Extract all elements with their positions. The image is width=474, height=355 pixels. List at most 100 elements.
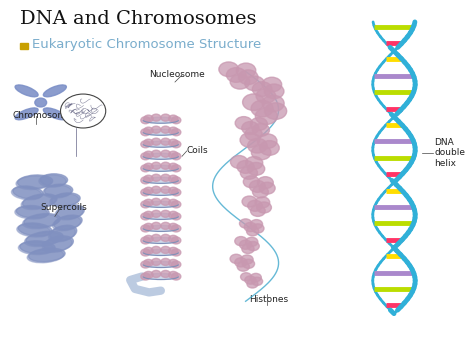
Circle shape (172, 213, 181, 220)
Circle shape (141, 165, 150, 172)
Ellipse shape (55, 206, 83, 220)
Ellipse shape (54, 215, 82, 230)
Text: Histones: Histones (250, 295, 289, 304)
Circle shape (251, 100, 273, 117)
Ellipse shape (17, 224, 51, 237)
Ellipse shape (13, 186, 43, 199)
Circle shape (247, 163, 265, 175)
Circle shape (151, 222, 161, 229)
Circle shape (161, 258, 170, 266)
Circle shape (151, 174, 161, 181)
Circle shape (161, 210, 170, 217)
Circle shape (144, 151, 153, 158)
Circle shape (141, 177, 150, 184)
Circle shape (141, 129, 150, 136)
Ellipse shape (28, 248, 65, 262)
Circle shape (239, 240, 252, 249)
Ellipse shape (16, 206, 49, 218)
Circle shape (161, 186, 170, 193)
Circle shape (151, 271, 161, 278)
Circle shape (144, 175, 153, 182)
Circle shape (144, 247, 153, 255)
Circle shape (241, 255, 253, 264)
Circle shape (242, 121, 259, 135)
Circle shape (141, 213, 150, 220)
Circle shape (264, 84, 284, 99)
Circle shape (169, 163, 178, 170)
Ellipse shape (143, 165, 179, 171)
Circle shape (141, 225, 150, 232)
Ellipse shape (39, 175, 66, 187)
Circle shape (238, 70, 258, 84)
Circle shape (255, 108, 277, 125)
Circle shape (172, 201, 181, 208)
Circle shape (235, 258, 247, 267)
Circle shape (141, 189, 150, 196)
Circle shape (242, 259, 255, 268)
Circle shape (237, 160, 254, 173)
Circle shape (242, 244, 254, 253)
Text: Eukaryotic Chromosome Structure: Eukaryotic Chromosome Structure (32, 38, 261, 51)
Ellipse shape (143, 129, 179, 135)
Circle shape (151, 150, 161, 157)
Circle shape (251, 205, 265, 217)
Ellipse shape (48, 226, 75, 242)
Circle shape (259, 182, 275, 194)
Circle shape (255, 197, 270, 208)
Circle shape (144, 211, 153, 218)
Circle shape (172, 117, 181, 124)
Circle shape (151, 210, 161, 217)
Circle shape (250, 220, 263, 229)
Circle shape (151, 246, 161, 253)
Circle shape (247, 280, 258, 288)
Ellipse shape (143, 153, 179, 159)
Circle shape (245, 76, 264, 91)
Ellipse shape (143, 201, 179, 207)
Circle shape (262, 77, 282, 92)
Circle shape (161, 246, 170, 253)
Circle shape (235, 236, 247, 246)
Text: DNA
double
helix: DNA double helix (434, 138, 465, 168)
Circle shape (161, 271, 170, 278)
Circle shape (256, 88, 276, 103)
Circle shape (262, 95, 284, 112)
Circle shape (144, 187, 153, 194)
Circle shape (248, 200, 263, 211)
Ellipse shape (20, 241, 55, 253)
Circle shape (169, 187, 178, 194)
Circle shape (172, 177, 181, 184)
Ellipse shape (53, 216, 81, 231)
Text: DNA and Chromosomes: DNA and Chromosomes (19, 10, 256, 28)
Circle shape (169, 175, 178, 182)
Ellipse shape (43, 108, 66, 120)
Circle shape (144, 139, 153, 146)
Circle shape (172, 237, 181, 244)
Circle shape (144, 199, 153, 206)
Ellipse shape (26, 231, 63, 246)
Circle shape (264, 103, 287, 119)
Circle shape (161, 174, 170, 181)
Circle shape (172, 189, 181, 196)
Circle shape (169, 223, 178, 230)
Circle shape (161, 162, 170, 169)
Circle shape (151, 126, 161, 133)
Ellipse shape (15, 85, 38, 97)
Circle shape (151, 234, 161, 241)
Circle shape (169, 199, 178, 206)
Circle shape (241, 273, 252, 281)
Circle shape (151, 138, 161, 145)
Ellipse shape (50, 194, 79, 207)
Circle shape (235, 116, 252, 130)
Circle shape (169, 139, 178, 146)
Circle shape (246, 237, 258, 246)
Circle shape (230, 75, 250, 89)
Circle shape (230, 254, 242, 263)
Circle shape (227, 67, 246, 82)
Circle shape (169, 211, 178, 218)
Circle shape (252, 124, 269, 136)
Ellipse shape (143, 225, 179, 231)
Circle shape (243, 176, 259, 188)
Ellipse shape (45, 184, 73, 197)
Circle shape (161, 234, 170, 241)
Circle shape (243, 94, 264, 110)
